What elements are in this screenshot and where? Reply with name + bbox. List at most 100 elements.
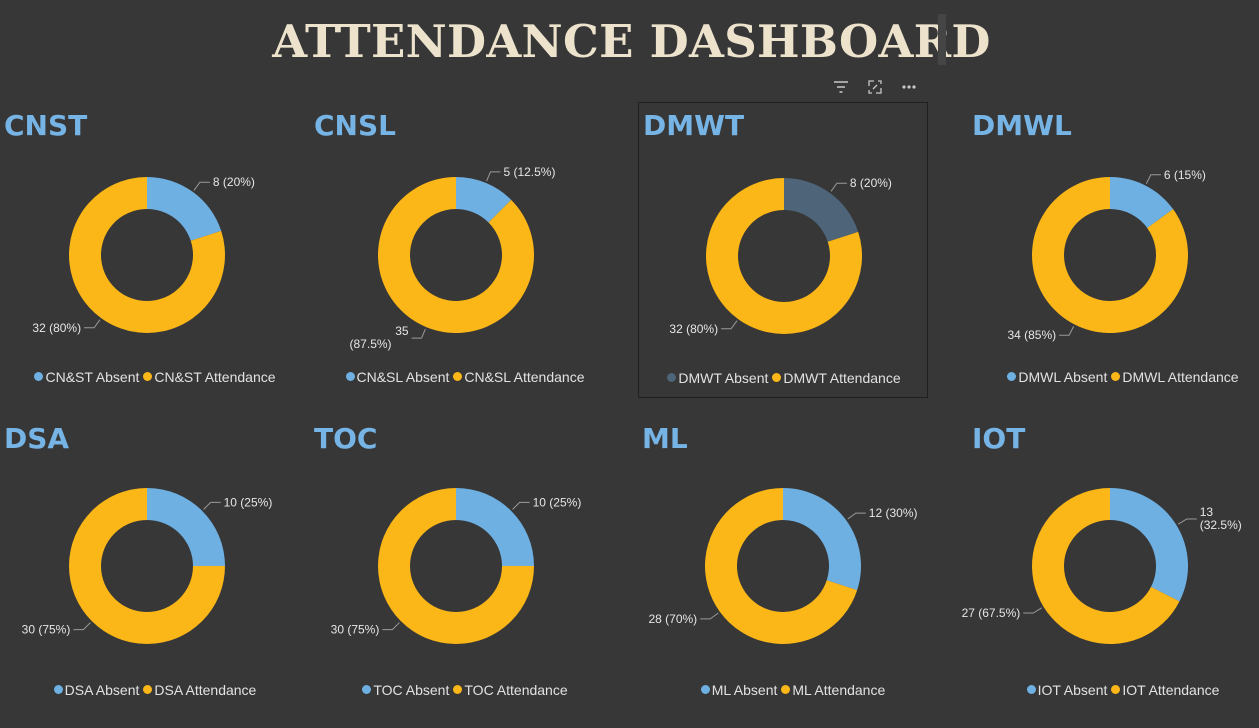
legend-item-attendance[interactable]: ML Attendance (781, 682, 885, 698)
data-label: 27 (67.5%) (962, 606, 1021, 620)
chart-panel-ml[interactable]: ML 12 (30%) 28 (70%) ML Absent ML Attendance (638, 418, 948, 718)
legend-label: IOT Absent (1037, 681, 1108, 698)
legend-item-attendance[interactable]: CN&SL Attendance (453, 368, 585, 385)
data-label: 8 (20%) (850, 176, 892, 190)
legend-item-absent[interactable]: CN&SL Absent (345, 368, 450, 385)
donut-chart-toc: 10 (25%) 30 (75%) (331, 488, 582, 644)
donut-chart-iot: 13 (32.5%) 27 (67.5%) (962, 488, 1242, 644)
legend-dot-icon (143, 372, 153, 381)
attendance-slice[interactable] (69, 177, 225, 333)
attendance-slice[interactable] (705, 488, 858, 644)
chart-legend: IOT Absent IOT Attendance (968, 681, 1259, 698)
absent-slice[interactable] (147, 177, 222, 241)
absent-slice[interactable] (456, 177, 512, 223)
data-label: 35 (87.5%) (350, 324, 409, 351)
leader-line (721, 320, 738, 330)
legend-label: ML Absent (711, 681, 778, 698)
absent-slice[interactable] (783, 488, 861, 591)
legend-label: ML Attendance (792, 681, 886, 698)
data-label: 28 (70%) (648, 612, 697, 626)
chart-title: DMWT (643, 109, 745, 142)
leader-line (84, 319, 101, 329)
chart-legend: DSA Absent DSA Attendance (0, 681, 310, 698)
chart-panel-dsa[interactable]: DSA 10 (25%) 30 (75%) DSA Absent DSA Attenda… (0, 418, 310, 718)
absent-slice[interactable] (456, 488, 534, 566)
focus-mode-icon[interactable] (864, 76, 886, 98)
legend-item-absent[interactable]: IOT Absent (1026, 681, 1108, 698)
legend-label: TOC Attendance (464, 681, 568, 698)
legend-dot-icon (667, 373, 677, 382)
legend-dot-icon (345, 372, 355, 381)
legend-label: DMWL Attendance (1122, 368, 1239, 385)
chart-panel-dmwl[interactable]: DMWL 6 (15%) 34 (85%) DMWL Absent DMWL Atten… (968, 105, 1259, 405)
chart-panel-iot[interactable]: IOT 13 (32.5%) 27 (67.5%) IOT Absent IOT Atte… (962, 418, 1259, 718)
donut-chart-dmwl: 6 (15%) 34 (85%) (1007, 168, 1205, 342)
legend-dot-icon (362, 685, 372, 694)
leader-line (830, 182, 847, 192)
chart-legend: CN&SL Absent CN&SL Attendance (310, 368, 620, 385)
leader-line (486, 171, 501, 182)
more-options-icon[interactable] (898, 76, 920, 98)
data-label: 5 (12.5%) (503, 165, 555, 179)
attendance-slice[interactable] (378, 177, 534, 334)
chart-title: CNSL (314, 109, 396, 142)
legend-item-attendance[interactable]: CN&ST Attendance (143, 369, 276, 385)
attendance-slice[interactable] (378, 488, 534, 644)
legend-dot-icon (700, 685, 710, 694)
absent-slice[interactable] (1110, 488, 1188, 602)
chart-title: CNST (4, 109, 88, 142)
absent-slice[interactable] (1110, 177, 1174, 228)
legend-item-absent[interactable]: DSA Absent (53, 682, 139, 698)
chart-panel-dmwt[interactable]: DMWT 8 (20%) 32 (80%) DMWT Absent DMWT Atten… (638, 102, 928, 398)
attendance-slice[interactable] (706, 178, 862, 334)
legend-dot-icon (781, 685, 791, 694)
legend-item-absent[interactable]: CN&ST Absent (34, 369, 139, 385)
legend-label: CN&ST Absent (45, 368, 140, 385)
chart-title: ML (642, 422, 688, 455)
legend-label: CN&SL Attendance (464, 368, 585, 385)
leader-line (700, 612, 719, 620)
legend-dot-icon (1026, 685, 1036, 694)
leader-line (1145, 174, 1161, 184)
legend-item-absent[interactable]: TOC Absent (362, 682, 449, 698)
legend-item-absent[interactable]: ML Absent (700, 681, 778, 698)
legend-label: CN&SL Absent (356, 368, 450, 385)
leader-line (382, 622, 400, 631)
legend-item-attendance[interactable]: DMWL Attendance (1111, 368, 1239, 385)
chart-title: DSA (4, 422, 70, 455)
attendance-slice[interactable] (1032, 488, 1180, 644)
chart-panel-toc[interactable]: TOC 10 (25%) 30 (75%) TOC Absent TOC Attenda… (310, 418, 620, 718)
donut-chart-dmwt: 8 (20%) 32 (80%) (669, 176, 892, 336)
donut-chart-cnsl: 5 (12.5%) 35 (87.5%) (350, 165, 556, 351)
attendance-slice[interactable] (1032, 177, 1188, 333)
chart-title: IOT (972, 422, 1026, 455)
chart-panel-cnst[interactable]: CNST 8 (20%) 32 (80%) CN&ST Absent CN&ST Att… (0, 105, 310, 405)
absent-slice[interactable] (784, 178, 859, 242)
leader-line (1059, 326, 1075, 336)
leader-line (193, 181, 210, 191)
chart-panel-cnsl[interactable]: CNSL 5 (12.5%) 35 (87.5%) CN&SL Absent CN&SL … (310, 105, 620, 405)
legend-item-absent[interactable]: DMWT Absent (667, 370, 768, 386)
legend-item-absent[interactable]: DMWL Absent (1007, 369, 1107, 385)
legend-label: IOT Attendance (1122, 681, 1220, 698)
chart-legend: CN&ST Absent CN&ST Attendance (0, 368, 310, 385)
data-label: 10 (25%) (533, 495, 582, 509)
data-label: 8 (20%) (213, 175, 255, 189)
data-label: 32 (80%) (32, 321, 81, 335)
absent-slice[interactable] (147, 488, 225, 566)
title-cursor (938, 14, 946, 65)
legend-dot-icon (1007, 372, 1017, 381)
legend-item-attendance[interactable]: DMWT Attendance (772, 370, 901, 386)
chart-title: TOC (314, 422, 378, 455)
attendance-slice[interactable] (69, 488, 225, 644)
data-label: 30 (75%) (331, 623, 380, 637)
data-label: 12 (30%) (869, 506, 918, 520)
donut-chart-ml: 12 (30%) 28 (70%) (648, 488, 918, 644)
leader-line (411, 328, 426, 339)
legend-dot-icon (53, 685, 63, 694)
legend-dot-icon (453, 685, 463, 694)
legend-item-attendance[interactable]: DSA Attendance (143, 682, 256, 698)
legend-item-attendance[interactable]: IOT Attendance (1111, 682, 1219, 698)
legend-item-attendance[interactable]: TOC Attendance (453, 681, 568, 698)
filter-icon[interactable] (830, 76, 852, 98)
